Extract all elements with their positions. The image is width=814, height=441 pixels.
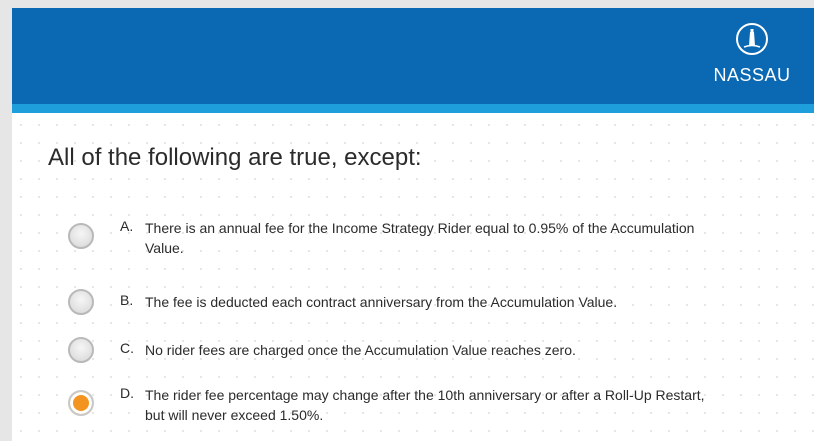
logo-icon: [736, 23, 768, 55]
question: All of the following are true, except:: [48, 144, 422, 171]
option-text: The rider fee percentage may change afte…: [145, 387, 705, 423]
radio-button[interactable]: [68, 289, 94, 315]
header-stripe: [12, 104, 814, 113]
header: NASSAU: [12, 8, 814, 104]
quiz-frame: NASSAU All of the following are true, ex…: [12, 8, 814, 441]
option-text: The fee is deducted each contract annive…: [145, 294, 618, 310]
option-letter: D.: [120, 385, 134, 401]
option-text: There is an annual fee for the Income St…: [145, 220, 695, 256]
option-letter: B.: [120, 292, 134, 308]
logo-text: NASSAU: [713, 65, 791, 85]
radio-button[interactable]: [68, 223, 94, 249]
logo: NASSAU: [712, 22, 792, 86]
radio-button[interactable]: [68, 390, 94, 416]
option-text: No rider fees are charged once the Accum…: [145, 342, 576, 358]
option-letter: A.: [120, 218, 134, 234]
option-letter: C.: [120, 340, 134, 356]
radio-button[interactable]: [68, 337, 94, 363]
